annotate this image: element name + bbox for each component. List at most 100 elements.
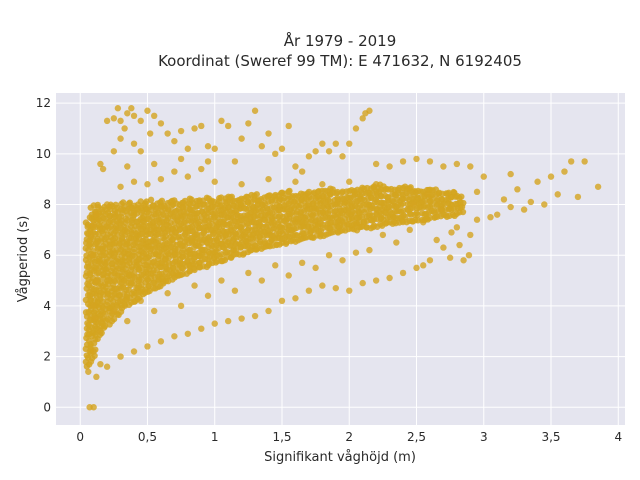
data-point xyxy=(231,158,239,165)
data-point xyxy=(448,229,455,236)
data-point xyxy=(453,160,461,168)
data-point xyxy=(456,241,463,249)
x-tick-label: 1 xyxy=(211,430,219,444)
data-point xyxy=(114,105,122,112)
data-point xyxy=(157,120,165,127)
data-point xyxy=(453,224,461,231)
data-point xyxy=(245,120,252,127)
data-point xyxy=(128,105,135,112)
data-point xyxy=(440,244,447,251)
data-point xyxy=(144,107,151,114)
x-tick-label: 2,5 xyxy=(407,430,426,444)
x-tick-label: 1,5 xyxy=(272,430,291,444)
data-point xyxy=(547,173,555,180)
data-point xyxy=(359,279,366,287)
data-point xyxy=(305,153,313,160)
data-point xyxy=(103,201,111,208)
data-point xyxy=(224,317,232,325)
data-point xyxy=(413,264,420,272)
chart-title: År 1979 - 2019 xyxy=(284,31,397,50)
data-point xyxy=(594,183,602,190)
data-point xyxy=(292,295,299,302)
data-point xyxy=(90,404,97,411)
data-point xyxy=(130,112,138,120)
data-point xyxy=(366,246,373,254)
data-point xyxy=(278,145,286,152)
cloud-point xyxy=(110,315,118,323)
data-point xyxy=(272,150,279,158)
data-point xyxy=(110,148,118,155)
data-point xyxy=(204,143,212,150)
chart-subtitle: Koordinat (Sweref 99 TM): E 471632, N 61… xyxy=(158,52,522,70)
data-point xyxy=(97,328,104,335)
data-point xyxy=(372,181,380,188)
cloud-point xyxy=(133,210,141,217)
y-axis-label: Vågperiod (s) xyxy=(16,216,31,303)
cloud-point xyxy=(426,214,434,222)
cloud-point xyxy=(99,298,107,305)
data-point xyxy=(218,277,225,284)
data-point xyxy=(93,373,100,381)
data-point xyxy=(150,307,158,315)
data-point xyxy=(305,287,313,294)
data-point xyxy=(90,302,97,310)
data-point xyxy=(198,325,205,332)
y-tick-label: 8 xyxy=(43,198,51,212)
data-point xyxy=(258,143,266,150)
data-point xyxy=(177,302,185,310)
data-point xyxy=(352,125,360,132)
data-point xyxy=(567,158,575,165)
data-point xyxy=(507,170,514,178)
data-point xyxy=(393,239,400,246)
data-point xyxy=(520,206,528,213)
data-point xyxy=(130,348,138,355)
data-point xyxy=(473,188,481,196)
data-point xyxy=(386,274,393,282)
data-point xyxy=(399,158,407,165)
cloud-point xyxy=(407,184,414,191)
data-point xyxy=(319,140,326,147)
cloud-point xyxy=(131,270,138,277)
data-point xyxy=(386,163,393,170)
data-point xyxy=(238,315,245,322)
data-point xyxy=(137,117,144,125)
data-point xyxy=(574,193,582,201)
data-point xyxy=(359,115,366,122)
data-point xyxy=(171,333,178,340)
data-point xyxy=(292,178,299,185)
data-point xyxy=(90,221,97,228)
data-point xyxy=(103,117,111,125)
data-point xyxy=(121,125,128,132)
data-point xyxy=(372,277,380,284)
cloud-point xyxy=(286,187,293,195)
data-point xyxy=(265,175,272,183)
data-point xyxy=(467,163,474,170)
data-point xyxy=(319,181,326,188)
data-point xyxy=(117,183,124,190)
cloud-point xyxy=(414,211,421,219)
data-point xyxy=(366,107,373,114)
data-point xyxy=(171,168,178,175)
data-point xyxy=(500,196,508,203)
data-point xyxy=(312,264,319,272)
data-point xyxy=(204,158,212,165)
cloud-point xyxy=(104,288,111,295)
data-point xyxy=(87,358,95,365)
data-point xyxy=(406,226,413,234)
cloud-point xyxy=(158,197,166,205)
data-point xyxy=(467,231,474,239)
data-point xyxy=(534,178,541,185)
data-point xyxy=(399,269,407,277)
cloud-point xyxy=(253,191,260,198)
cloud-point xyxy=(145,282,152,290)
data-point xyxy=(184,145,192,152)
data-point xyxy=(426,257,434,264)
data-point xyxy=(420,262,427,269)
data-points xyxy=(85,105,602,411)
y-tick-label: 12 xyxy=(36,96,51,110)
data-point xyxy=(130,178,138,185)
data-point xyxy=(541,201,548,208)
data-point xyxy=(285,122,292,130)
data-point xyxy=(292,163,299,170)
data-point xyxy=(446,254,454,261)
